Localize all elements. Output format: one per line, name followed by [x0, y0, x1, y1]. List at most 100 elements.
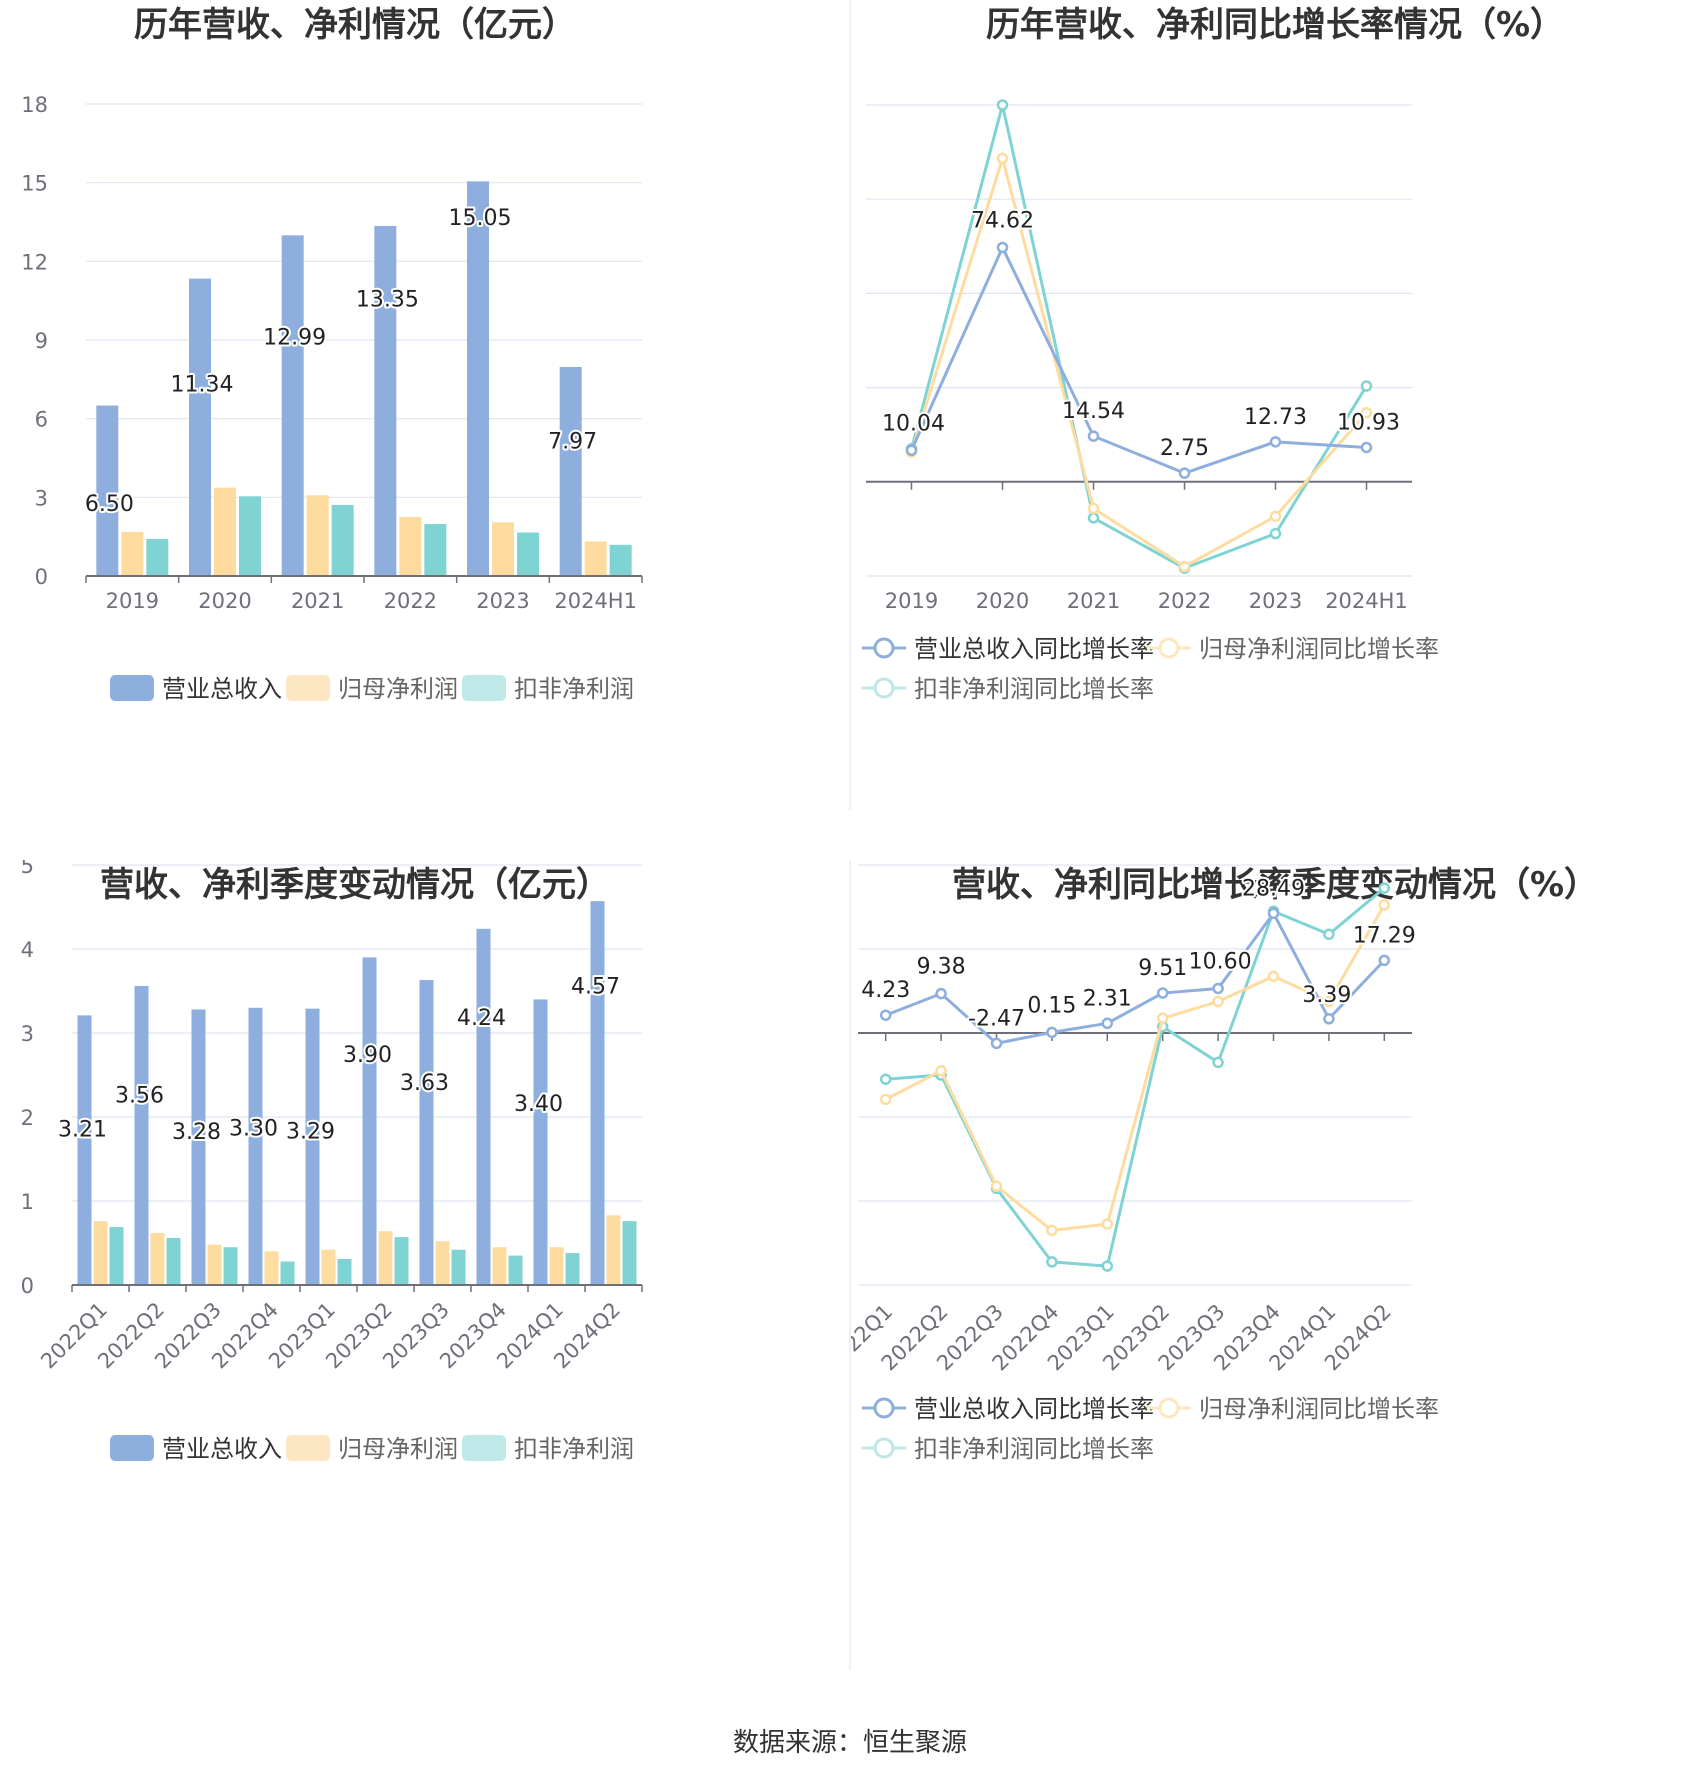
bar[interactable]: [590, 901, 605, 1285]
legend-swatch[interactable]: [110, 675, 154, 701]
legend-marker[interactable]: [873, 1437, 895, 1459]
bar[interactable]: [508, 1255, 523, 1285]
legend-label[interactable]: 归母净利润: [338, 1435, 458, 1463]
series-line[interactable]: [885, 886, 1386, 1268]
bar[interactable]: [533, 999, 548, 1285]
legend-marker[interactable]: [1158, 637, 1180, 659]
data-point[interactable]: [1269, 510, 1282, 523]
series-line[interactable]: [910, 103, 1368, 570]
bar[interactable]: [584, 541, 607, 576]
bar[interactable]: [424, 524, 447, 576]
data-point[interactable]: [1046, 1224, 1058, 1237]
legend-label[interactable]: 归母净利润同比增长率: [1199, 1395, 1439, 1423]
data-point[interactable]: [905, 444, 918, 457]
legend-label[interactable]: 扣非净利润: [514, 675, 634, 703]
data-point[interactable]: [1323, 1013, 1335, 1025]
data-point[interactable]: [1212, 982, 1224, 995]
bar[interactable]: [565, 1253, 580, 1285]
data-point[interactable]: [1323, 995, 1335, 1008]
data-point[interactable]: [1323, 928, 1335, 941]
bar[interactable]: [280, 1261, 295, 1285]
legend-label[interactable]: 营业总收入: [162, 675, 282, 703]
bar[interactable]: [93, 1221, 108, 1285]
data-point[interactable]: [1046, 1026, 1058, 1039]
data-point[interactable]: [1087, 430, 1100, 442]
bar[interactable]: [248, 1007, 263, 1285]
bar[interactable]: [492, 1247, 507, 1285]
data-point[interactable]: [1156, 1012, 1169, 1025]
bar[interactable]: [451, 1249, 466, 1285]
bar[interactable]: [337, 1258, 352, 1285]
bar[interactable]: [331, 504, 354, 576]
data-point[interactable]: [1101, 1260, 1114, 1272]
data-point[interactable]: [1378, 899, 1391, 911]
bar[interactable]: [378, 1231, 393, 1285]
bar[interactable]: [134, 985, 149, 1285]
bar[interactable]: [321, 1249, 336, 1285]
data-point[interactable]: [996, 241, 1009, 254]
legend-label[interactable]: 归母净利润同比增长率: [1199, 635, 1439, 663]
bar[interactable]: [239, 496, 261, 576]
series-line[interactable]: [910, 245, 1367, 475]
bar[interactable]: [559, 367, 582, 576]
bar[interactable]: [609, 544, 632, 576]
data-point[interactable]: [1046, 1256, 1058, 1268]
bar[interactable]: [419, 980, 434, 1285]
data-point[interactable]: [996, 99, 1009, 111]
legend-label[interactable]: 扣非净利润同比增长率: [914, 675, 1154, 703]
legend-marker[interactable]: [873, 637, 895, 659]
bar[interactable]: [549, 1247, 564, 1285]
data-point[interactable]: [1101, 1017, 1114, 1030]
data-point[interactable]: [1378, 882, 1391, 894]
bar[interactable]: [146, 539, 169, 576]
bar[interactable]: [492, 522, 514, 576]
bar[interactable]: [223, 1247, 238, 1285]
data-point[interactable]: [879, 1073, 892, 1085]
bar[interactable]: [96, 405, 119, 576]
data-point[interactable]: [1360, 441, 1373, 454]
bar[interactable]: [305, 1008, 320, 1285]
bar[interactable]: [166, 1237, 181, 1285]
data-point[interactable]: [1378, 954, 1391, 967]
series-line[interactable]: [885, 911, 1386, 1045]
data-point[interactable]: [1178, 467, 1191, 479]
data-point[interactable]: [1267, 970, 1280, 983]
bar[interactable]: [374, 225, 397, 576]
data-point[interactable]: [996, 152, 1009, 165]
bar[interactable]: [394, 1237, 409, 1285]
data-point[interactable]: [1212, 1056, 1224, 1069]
bar[interactable]: [77, 1015, 92, 1285]
bar[interactable]: [191, 1009, 206, 1285]
bar[interactable]: [517, 532, 539, 576]
bar[interactable]: [207, 1244, 222, 1285]
data-point[interactable]: [1269, 527, 1282, 540]
data-point[interactable]: [879, 1093, 892, 1106]
data-point[interactable]: [935, 1065, 947, 1077]
legend-marker[interactable]: [873, 1397, 895, 1419]
bar[interactable]: [306, 495, 329, 576]
legend-label[interactable]: 扣非净利润同比增长率: [914, 1435, 1154, 1463]
bar[interactable]: [606, 1215, 621, 1285]
legend-marker[interactable]: [873, 677, 895, 699]
bar[interactable]: [189, 278, 211, 576]
data-point[interactable]: [1360, 380, 1373, 392]
data-point[interactable]: [1269, 436, 1282, 448]
legend-swatch[interactable]: [286, 1435, 330, 1461]
legend-swatch[interactable]: [110, 1435, 154, 1461]
data-point[interactable]: [1156, 987, 1169, 999]
bar[interactable]: [281, 235, 304, 576]
data-point[interactable]: [1267, 907, 1280, 920]
bar[interactable]: [264, 1251, 279, 1285]
legend-label[interactable]: 归母净利润: [338, 675, 458, 703]
data-point[interactable]: [990, 1180, 1003, 1193]
legend-label[interactable]: 扣非净利润: [514, 1435, 634, 1463]
bar[interactable]: [214, 487, 236, 576]
legend-label[interactable]: 营业总收入: [162, 1435, 282, 1463]
bar[interactable]: [467, 181, 489, 576]
legend-swatch[interactable]: [286, 675, 330, 701]
legend-marker[interactable]: [1158, 1397, 1180, 1419]
data-point[interactable]: [1101, 1218, 1114, 1230]
series-line[interactable]: [885, 904, 1386, 1232]
data-point[interactable]: [1178, 560, 1191, 573]
bar[interactable]: [150, 1232, 165, 1285]
